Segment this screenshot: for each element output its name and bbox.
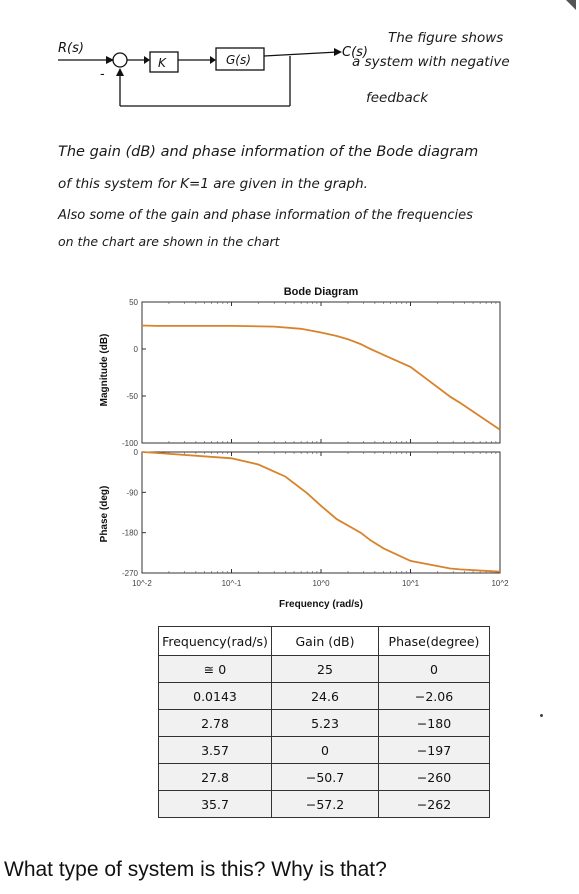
cell-phase: −197 [378,736,490,764]
table-row: ≅ 0 25 0 [158,655,490,683]
phase-y-tick-label: -180 [122,529,139,538]
table-row: 2.78 5.23 −180 [158,709,490,737]
block-diagram: R(s) - K G(s) C(s) [58,41,368,107]
phase-plot-frame [141,451,501,574]
cell-gain: −50.7 [271,763,379,791]
cell-frequency: 3.57 [158,736,272,764]
cell-gain: 25 [271,655,379,683]
output-label: C(s) [342,45,368,60]
cell-phase: 0 [378,655,490,683]
description-line-2: of this system for K=1 are given in the … [58,176,368,192]
plant-block-label: G(s) [226,53,251,67]
header-phase: Phase(degree) [378,626,490,656]
cell-gain: 5.23 [271,709,379,737]
description-line-1: The gain (dB) and phase information of t… [58,144,479,160]
table-row: 35.7 −57.2 −262 [158,790,490,818]
phase-y-axis-label: Phase (deg) [99,486,110,543]
magnitude-plot-frame [141,301,501,444]
cell-gain: 24.6 [271,682,379,710]
stray-dot [540,714,543,717]
frequency-x-tick-label: 10^1 [402,579,420,588]
phase-curve [141,451,501,573]
cell-phase: −2.06 [378,682,490,710]
gain-block [149,51,179,73]
summing-minus-sign: - [100,67,105,82]
frequency-data-table: Frequency(rad/s) Gain (dB) Phase(degree)… [158,626,490,818]
description-line-4: on the chart are shown in the chart [58,234,280,249]
block-note-line-2: a system with negative [352,54,510,70]
header-frequency: Frequency(rad/s) [158,626,272,656]
block-note-line-1: The figure shows [388,30,504,46]
cell-gain: −57.2 [271,790,379,818]
cell-gain: 0 [271,736,379,764]
table-row: 27.8 −50.7 −260 [158,763,490,791]
phase-y-tick-label: -270 [122,569,139,578]
summing-junction [112,52,128,68]
cell-frequency: 0.0143 [158,682,272,710]
magnitude-y-tick-label: -50 [126,392,138,401]
gain-block-label: K [158,56,167,70]
cell-phase: −262 [378,790,490,818]
plant-block [215,47,265,71]
cell-frequency: ≅ 0 [158,655,272,683]
magnitude-y-tick-label: 50 [129,298,138,307]
frequency-x-tick-label: 10^0 [312,579,330,588]
corner-mark [566,0,576,10]
frequency-x-tick-label: 10^2 [491,579,509,588]
header-gain: Gain (dB) [271,626,379,656]
magnitude-y-tick-label: 0 [134,345,139,354]
cell-frequency: 2.78 [158,709,272,737]
phase-y-tick-label: 0 [134,448,139,457]
bode-diagram: Bode Diagram 500-50-100 0-90-180-27010^-… [99,286,509,610]
cell-frequency: 27.8 [158,763,272,791]
cell-phase: −260 [378,763,490,791]
magnitude-y-tick-label: -100 [122,439,139,448]
input-label: R(s) [58,41,84,56]
description-line-3: Also some of the gain and phase informat… [58,208,473,223]
frequency-x-tick-label: 10^-1 [222,579,242,588]
magnitude-curve [141,324,501,431]
question-text: What type of system is this? Why is that… [4,858,387,881]
cell-phase: −180 [378,709,490,737]
block-note-line-3: feedback [366,90,429,106]
bode-title: Bode Diagram [284,286,359,298]
magnitude-plot: 50 0 -50 -100 [122,298,501,448]
table-row: 0.0143 24.6 −2.06 [158,682,490,710]
phase-y-tick-label: -90 [126,488,138,497]
cell-frequency: 35.7 [158,790,272,818]
table-header-row: Frequency(rad/s) Gain (dB) Phase(degree) [158,626,490,656]
table-row: 3.57 0 −197 [158,736,490,764]
frequency-x-tick-label: 10^-2 [132,579,152,588]
frequency-x-axis-label: Frequency (rad/s) [279,599,363,610]
magnitude-y-axis-label: Magnitude (dB) [99,334,110,407]
